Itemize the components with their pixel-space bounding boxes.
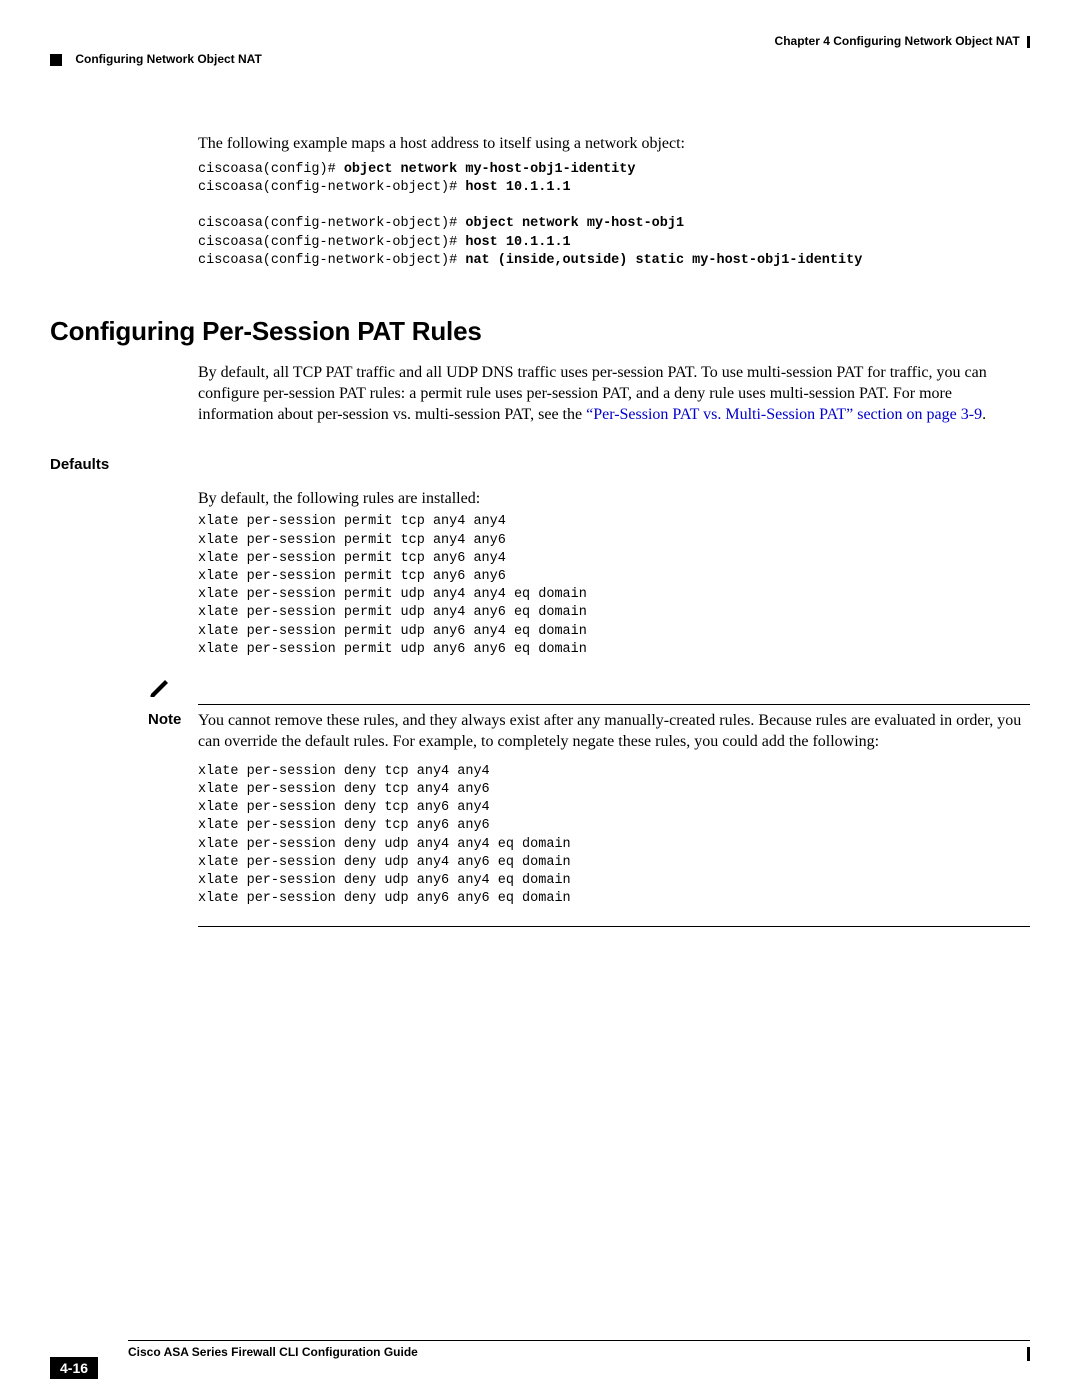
footer-title: Cisco ASA Series Firewall CLI Configurat… [128,1345,1030,1359]
code-block-2: xlate per-session permit tcp any4 any4 x… [198,513,1030,659]
code1-l3p: ciscoasa(config-network-object)# [198,216,465,231]
footer-bar-icon [1027,1347,1030,1361]
code1-l3b: object network my-host-obj1 [465,216,684,231]
code1-l4b: host 10.1.1.1 [465,235,570,250]
code1-l5p: ciscoasa(config-network-object)# [198,253,465,268]
note-pen-icon [148,677,1030,702]
note-label: Note [148,711,198,728]
content: The following example maps a host addres… [198,134,1030,927]
code-block-3: xlate per-session deny tcp any4 any4 xla… [198,763,1030,909]
code1-l1p: ciscoasa(config)# [198,162,344,177]
page-number: 4-16 [50,1357,98,1379]
per-session-pat-link[interactable]: “Per-Session PAT vs. Multi-Session PAT” … [586,406,982,423]
code1-l2b: host 10.1.1.1 [465,180,570,195]
intro-paragraph-1: The following example maps a host addres… [198,134,1030,155]
para1-b: . [982,406,986,423]
header-bar-icon [1027,36,1030,48]
header-section-text: Configuring Network Object NAT [75,52,261,66]
footer-rule [128,1340,1030,1341]
code1-l1b: object network my-host-obj1-identity [344,162,636,177]
code-block-1: ciscoasa(config)# object network my-host… [198,161,1030,270]
header-chapter: Chapter 4 Configuring Network Object NAT [775,34,1030,48]
note-row: Note You cannot remove these rules, and … [198,711,1030,753]
note-rule-top [198,704,1030,705]
page-footer: Cisco ASA Series Firewall CLI Configurat… [50,1340,1030,1359]
section-heading: Configuring Per-Session PAT Rules [50,316,1030,347]
header-section: Configuring Network Object NAT [50,52,262,66]
note-block: Note You cannot remove these rules, and … [198,677,1030,927]
note-text: You cannot remove these rules, and they … [198,711,1030,753]
code1-l5b: nat (inside,outside) static my-host-obj1… [465,253,862,268]
header-square-icon [50,54,62,66]
code1-l2p: ciscoasa(config-network-object)# [198,180,465,195]
body-paragraph-2: By default, the following rules are inst… [198,489,1030,510]
body-paragraph-1: By default, all TCP PAT traffic and all … [198,363,1030,425]
defaults-heading: Defaults [50,456,1030,473]
page: Chapter 4 Configuring Network Object NAT… [0,0,1080,1397]
code1-l4p: ciscoasa(config-network-object)# [198,235,465,250]
header-chapter-text: Chapter 4 Configuring Network Object NAT [775,34,1020,48]
note-rule-bottom [198,926,1030,927]
page-header: Chapter 4 Configuring Network Object NAT… [50,34,1030,74]
